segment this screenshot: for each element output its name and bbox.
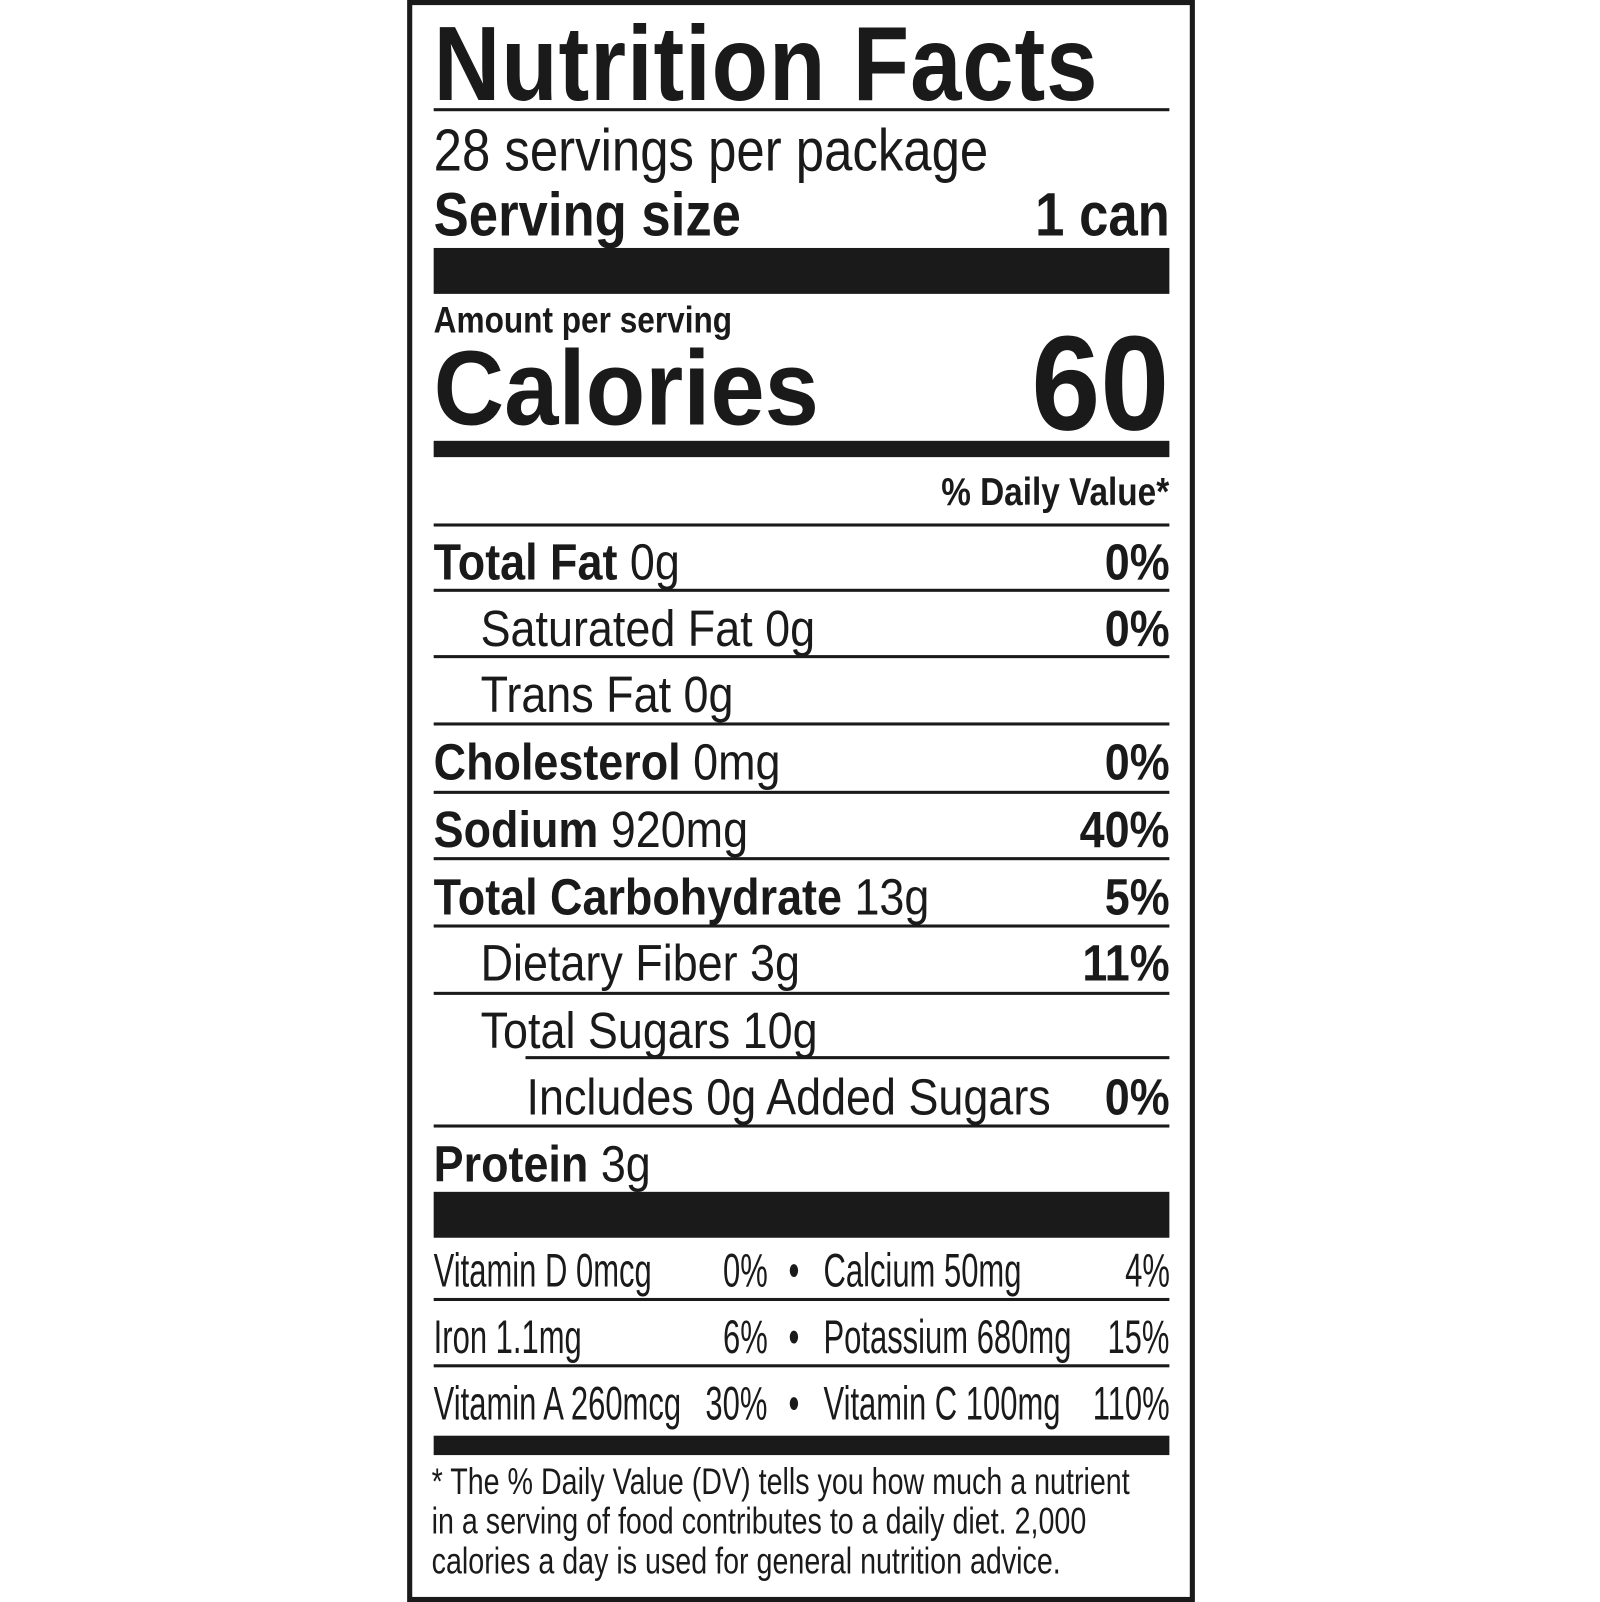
vitamin-dv: 110% bbox=[1092, 1376, 1170, 1430]
nutrient-amount: 920mg bbox=[610, 801, 749, 859]
vitamin-name: Vitamin D 0mcg bbox=[433, 1243, 652, 1297]
nutrient-amount: 0g bbox=[629, 533, 680, 591]
footnote-line: in a serving of food contributes to a da… bbox=[431, 1499, 1087, 1542]
label-border bbox=[407, 0, 1195, 1602]
vitamin-row: Vitamin D 0mcg 0% • Calcium 50mg 4% bbox=[434, 1237, 1170, 1302]
serving-size-label: Serving size bbox=[433, 180, 741, 249]
nutrient-row-total-carbohydrate: Total Carbohydrate 13g 5% bbox=[434, 861, 1170, 926]
vitamin-name: Calcium 50mg bbox=[823, 1243, 1022, 1297]
nutrient-name: Trans Fat 0g bbox=[480, 666, 734, 724]
vitamin-dv: 15% bbox=[1107, 1310, 1170, 1364]
divider bbox=[433, 655, 1170, 659]
nutrient-row-total-sugars: Total Sugars 10g bbox=[434, 995, 1170, 1060]
title: Nutrition Facts bbox=[433, 5, 1099, 124]
calories-value: 60 bbox=[1031, 308, 1170, 459]
nutrient-name: Total Sugars 10g bbox=[480, 1002, 818, 1060]
nutrient-name: Protein bbox=[433, 1135, 589, 1193]
vitamin-name: Iron 1.1mg bbox=[433, 1310, 582, 1364]
amount-per-serving: Amount per serving bbox=[433, 298, 733, 341]
vitamin-row: Vitamin A 260mcg 30% • Vitamin C 100mg 1… bbox=[434, 1369, 1170, 1434]
divider bbox=[433, 924, 1170, 928]
thick-bar bbox=[433, 247, 1170, 294]
daily-value-header: % Daily Value* bbox=[941, 471, 1170, 515]
vitamin-dv: 4% bbox=[1124, 1243, 1170, 1297]
divider bbox=[433, 588, 1170, 592]
calories-label: Calories bbox=[433, 329, 819, 448]
nutrient-amount: 3g bbox=[600, 1135, 651, 1193]
vitamin-dv: 30% bbox=[705, 1376, 768, 1430]
bullet: • bbox=[788, 1243, 800, 1297]
nutrient-name: Saturated Fat 0g bbox=[480, 599, 816, 658]
nutrient-name: Cholesterol bbox=[433, 733, 681, 791]
nutrient-row-total-fat: Total Fat 0g 0% bbox=[434, 527, 1170, 592]
bullet: • bbox=[788, 1310, 800, 1364]
nutrient-dv: 0% bbox=[1104, 1068, 1170, 1126]
servings-per-package: 28 servings per package bbox=[433, 117, 989, 184]
divider bbox=[433, 1364, 1170, 1368]
divider bbox=[433, 790, 1170, 794]
nutrient-name: Total Carbohydrate bbox=[433, 868, 842, 926]
vitamin-dv: 6% bbox=[722, 1310, 768, 1364]
divider bbox=[525, 1056, 1170, 1060]
bullet: • bbox=[788, 1376, 800, 1430]
nutrient-row-saturated-fat: Saturated Fat 0g 0% bbox=[434, 593, 1170, 658]
divider bbox=[433, 991, 1170, 995]
nutrient-name: Total Fat bbox=[433, 533, 618, 591]
nutrient-row-cholesterol: Cholesterol 0mg 0% bbox=[434, 727, 1170, 792]
footnote-line: * The % Daily Value (DV) tells you how m… bbox=[431, 1460, 1130, 1503]
vitamin-name: Vitamin C 100mg bbox=[823, 1376, 1061, 1430]
nutrient-dv: 0% bbox=[1104, 533, 1170, 591]
divider bbox=[433, 108, 1170, 112]
vitamin-name: Potassium 680mg bbox=[823, 1310, 1072, 1364]
serving-size-value: 1 can bbox=[1034, 180, 1170, 249]
nutrient-amount: 0mg bbox=[693, 733, 781, 791]
vitamin-name: Vitamin A 260mcg bbox=[433, 1376, 682, 1430]
nutrient-dv: 0% bbox=[1104, 599, 1170, 658]
medium-bar bbox=[433, 440, 1170, 458]
footnote: * The % Daily Value (DV) tells you how m… bbox=[432, 1461, 1130, 1580]
footnote-line: calories a day is used for general nutri… bbox=[431, 1539, 1061, 1582]
divider bbox=[433, 722, 1170, 726]
nutrient-row-trans-fat: Trans Fat 0g bbox=[434, 659, 1170, 724]
divider bbox=[433, 1124, 1170, 1128]
nutrient-name: Includes 0g Added Sugars bbox=[526, 1068, 1051, 1126]
nutrient-dv: 5% bbox=[1104, 868, 1170, 926]
nutrient-row-added-sugars: Includes 0g Added Sugars 0% bbox=[434, 1061, 1170, 1126]
divider bbox=[433, 523, 1170, 527]
nutrient-amount: 13g bbox=[854, 868, 930, 926]
nutrient-row-protein: Protein 3g bbox=[434, 1129, 1170, 1194]
nutrient-name: Dietary Fiber 3g bbox=[480, 934, 801, 992]
vitamin-dv: 0% bbox=[722, 1243, 768, 1297]
nutrient-row-dietary-fiber: Dietary Fiber 3g 11% bbox=[434, 928, 1170, 993]
nutrient-dv: 11% bbox=[1081, 934, 1170, 992]
nutrient-row-sodium: Sodium 920mg 40% bbox=[434, 794, 1170, 859]
divider bbox=[433, 1297, 1170, 1302]
divider bbox=[433, 857, 1170, 861]
nutrient-dv: 0% bbox=[1104, 733, 1170, 791]
vitamin-row: Iron 1.1mg 6% • Potassium 680mg 15% bbox=[434, 1303, 1170, 1368]
nutrient-name: Sodium bbox=[433, 801, 599, 859]
thick-bar bbox=[433, 1191, 1170, 1238]
medium-bar bbox=[433, 1435, 1170, 1456]
nutrient-dv: 40% bbox=[1079, 801, 1170, 859]
